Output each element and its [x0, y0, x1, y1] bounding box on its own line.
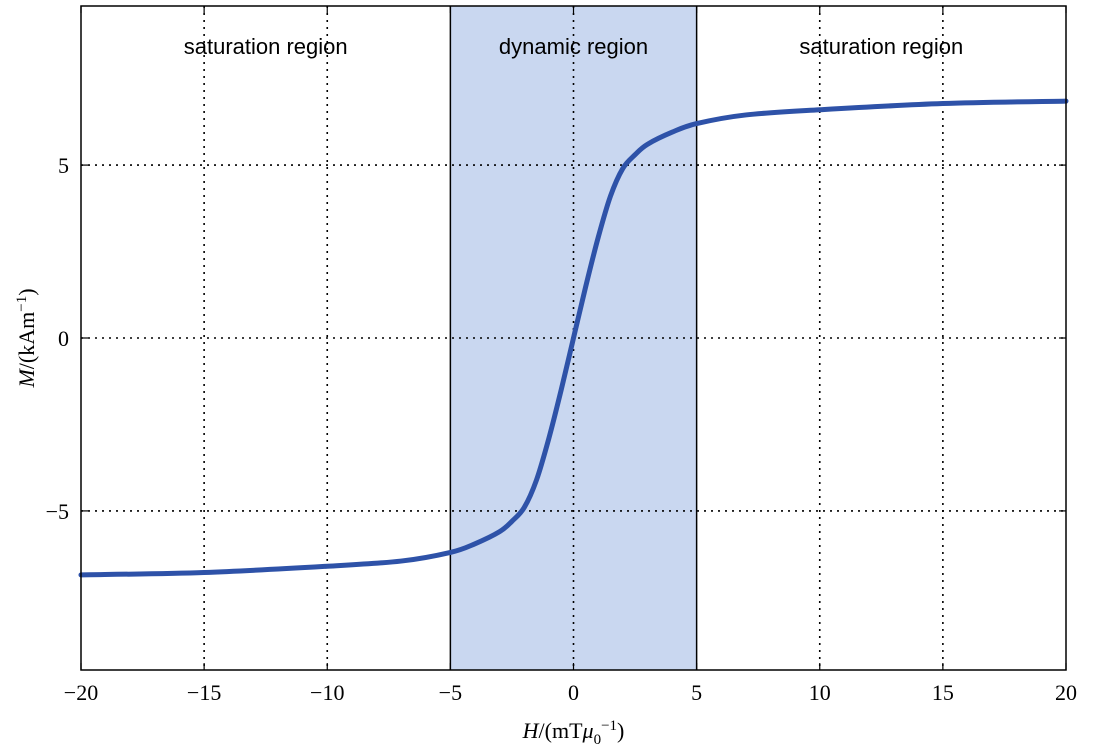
region-label-layer: saturation region dynamic region saturatio… [184, 34, 964, 59]
region-label: saturation region [184, 34, 348, 59]
x-tick-label: 0 [568, 680, 579, 705]
x-tick-label: 10 [809, 680, 831, 705]
x-axis-label: H/(mTμ0−1) [522, 718, 625, 748]
x-tick-label: −15 [187, 680, 221, 705]
y-tick-label: 0 [58, 326, 69, 351]
x-tick-label: 20 [1055, 680, 1077, 705]
tick-layer: −20 −15 −10 −5 0 5 10 15 20 −5 0 5 [46, 6, 1077, 705]
y-axis-label: M/(kAm−1) [14, 288, 39, 388]
grid-layer [81, 6, 1066, 670]
x-tick-label: −20 [64, 680, 98, 705]
x-tick-label: 15 [932, 680, 954, 705]
x-tick-label: −10 [310, 680, 344, 705]
x-tick-label: −5 [439, 680, 462, 705]
magnetization-curve [78, 98, 1069, 578]
y-tick-label: −5 [46, 499, 69, 524]
series-layer [78, 98, 1069, 578]
y-tick-label: 5 [58, 153, 69, 178]
x-tick-label: 5 [691, 680, 702, 705]
region-label: dynamic region [499, 34, 648, 59]
region-label: saturation region [799, 34, 963, 59]
